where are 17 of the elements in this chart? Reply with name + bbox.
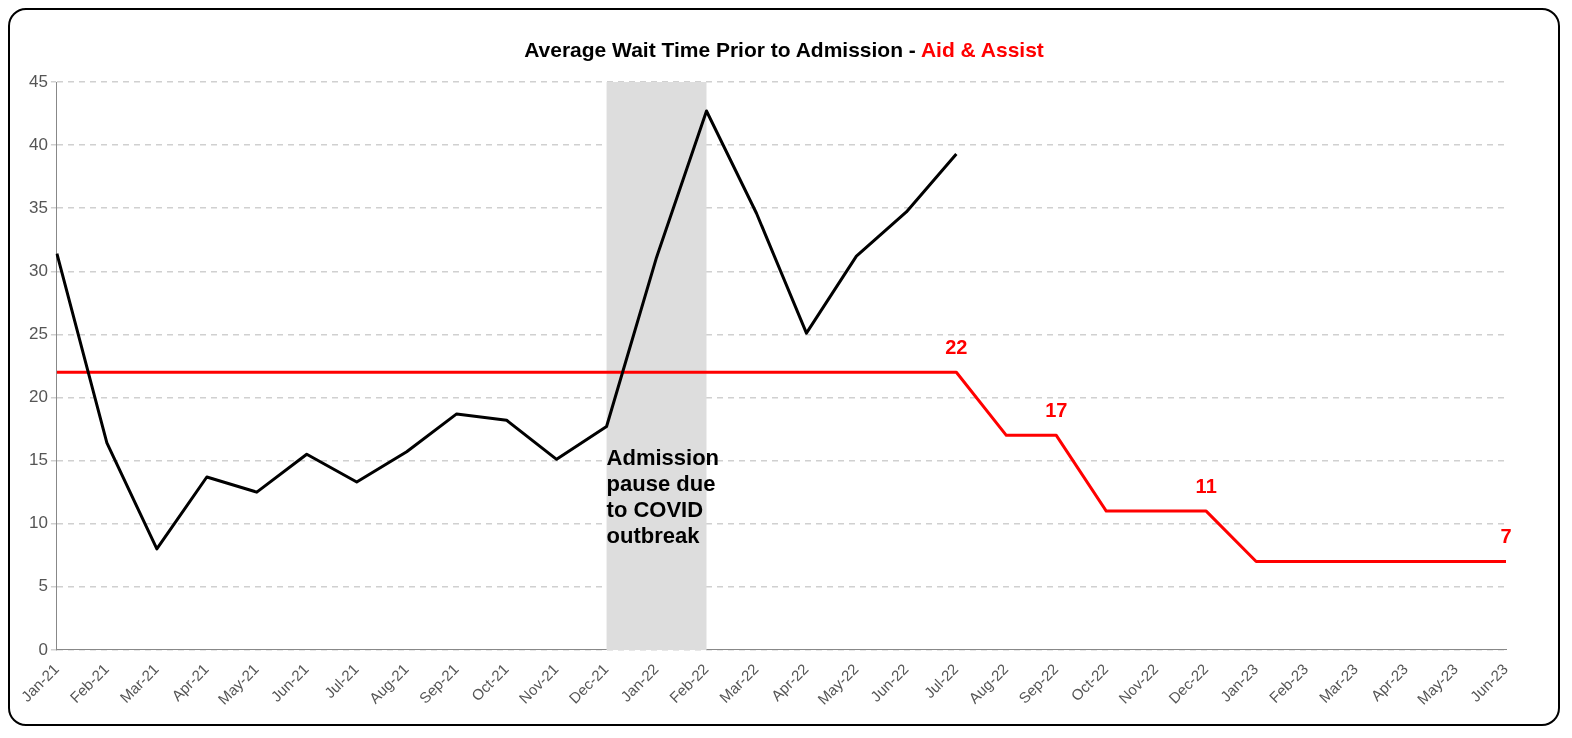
y-tick-label: 10 <box>28 513 48 533</box>
y-tick-label: 25 <box>28 324 48 344</box>
y-tick-label: 20 <box>28 387 48 407</box>
chart-title: Average Wait Time Prior to Admission - <box>524 38 916 61</box>
data-label: 11 <box>1195 474 1217 497</box>
y-tick-label: 15 <box>28 450 48 470</box>
chart-subtitle: Aid & Assist <box>920 38 1044 61</box>
band-label: Admission pause due to COVID outbreak <box>606 445 720 549</box>
y-tick-label: 35 <box>28 197 48 217</box>
y-tick-label: 40 <box>28 134 48 154</box>
data-label: 7 <box>1500 525 1512 548</box>
y-tick-label: 5 <box>38 576 48 596</box>
y-tick-label: 0 <box>38 639 48 659</box>
y-tick-label: 30 <box>28 260 48 280</box>
y-tick-label: 45 <box>28 71 48 91</box>
data-label: 17 <box>1045 398 1068 421</box>
data-label: 22 <box>945 335 968 358</box>
